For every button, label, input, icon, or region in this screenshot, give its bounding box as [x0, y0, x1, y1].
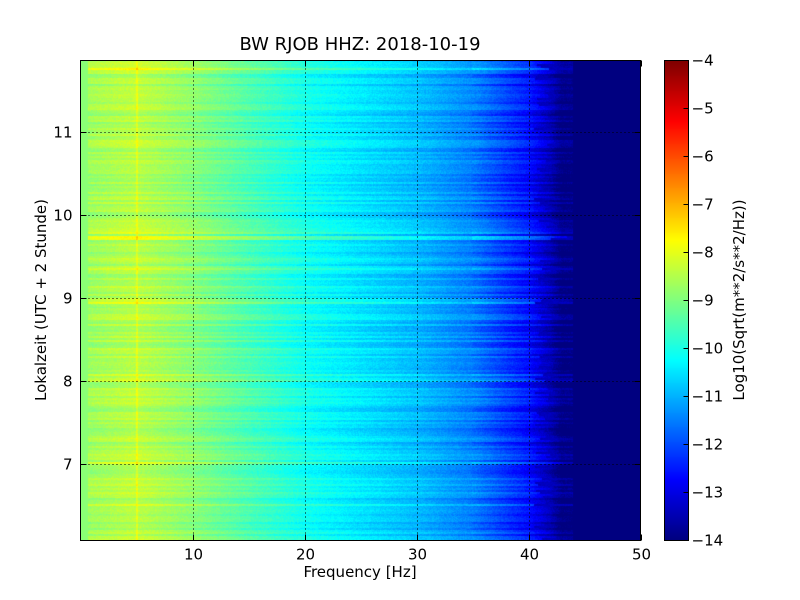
- grid-lines: [80, 60, 641, 541]
- x-axis-label: Frequency [Hz]: [303, 563, 416, 581]
- y-tick-label: 10: [53, 207, 72, 225]
- x-tick-label: 50: [632, 546, 651, 564]
- x-tick-label: 30: [408, 546, 427, 564]
- colorbar-tick-label: −6: [692, 148, 714, 166]
- colorbar-tick-label: −7: [692, 196, 714, 214]
- colorbar-tick-label: −9: [692, 292, 714, 310]
- colorbar-tick-label: −12: [692, 436, 724, 454]
- y-tick-label: 8: [63, 373, 73, 391]
- chart-title: BW RJOB HHZ: 2018-10-19: [239, 34, 480, 55]
- x-tick-label: 20: [296, 546, 315, 564]
- y-tick-label: 11: [53, 124, 72, 142]
- colorbar-tick-label: −14: [692, 532, 724, 550]
- x-axis-ticks: 10 20 30 40 50: [184, 60, 651, 564]
- colorbar-tick-label: −10: [692, 340, 724, 358]
- y-axis-ticks: 7 8 9 10 11: [53, 124, 641, 474]
- colorbar-tick-label: −5: [692, 100, 714, 118]
- colorbar-label: Log10(Sqrt(m**2/s**2/Hz)): [730, 199, 748, 400]
- y-tick-label: 9: [63, 290, 73, 308]
- y-tick-label: 7: [63, 456, 73, 474]
- spectrogram-heatmap: [81, 60, 640, 540]
- y-axis-label: Lokalzeit (UTC + 2 Stunde): [32, 199, 50, 401]
- x-tick-label: 10: [184, 546, 203, 564]
- plot-frame: [80, 60, 641, 541]
- colorbar-tick-label: −8: [692, 244, 714, 262]
- colorbar-ticks: −4 −5 −6 −7 −8 −9 −10 −11 −12 −13 −14: [683, 52, 724, 550]
- colorbar-tick-label: −4: [692, 52, 714, 70]
- colorbar-tick-label: −13: [692, 484, 724, 502]
- x-tick-label: 40: [520, 546, 539, 564]
- colorbar-tick-label: −11: [692, 388, 724, 406]
